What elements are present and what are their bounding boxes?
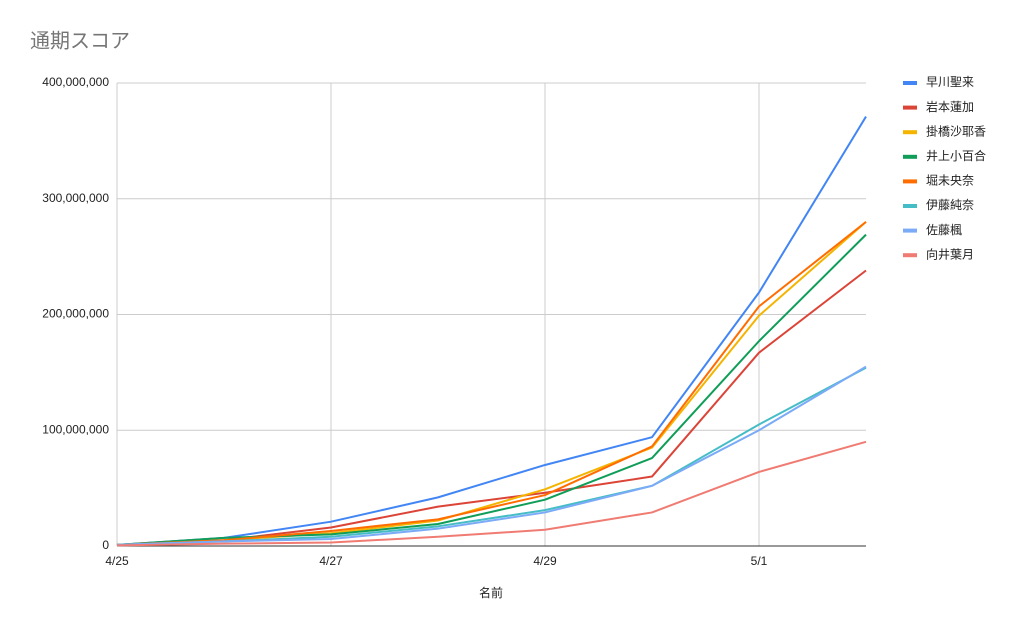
series-line	[116, 221, 867, 546]
chart-title: 通期スコア	[30, 29, 130, 52]
y-tick-label: 100,000,000	[42, 422, 109, 436]
legend-label: 岩本蓮加	[926, 99, 974, 114]
series-line	[116, 365, 867, 546]
y-tick-label: 400,000,000	[42, 75, 109, 89]
y-tick-label: 0	[102, 538, 109, 552]
y-tick-label: 200,000,000	[42, 307, 109, 321]
series-line	[116, 440, 867, 547]
legend-label: 向井葉月	[926, 246, 974, 261]
y-tick-label: 300,000,000	[42, 191, 109, 205]
x-tick-label: 4/29	[533, 554, 557, 568]
x-tick-label: 5/1	[751, 554, 768, 568]
legend-label: 堀未央奈	[926, 173, 974, 188]
legend-label: 伊藤純奈	[926, 198, 974, 212]
x-axis-label: 名前	[479, 585, 503, 600]
legend-label: 早川聖来	[926, 75, 974, 89]
x-tick-label: 4/27	[319, 554, 343, 568]
legend-label: 井上小百合	[926, 148, 986, 163]
legend-label: 掛橋沙耶香	[926, 123, 986, 138]
series-line	[116, 116, 867, 546]
x-tick-label: 4/25	[105, 554, 129, 568]
series-line	[116, 233, 867, 546]
legend-label: 佐藤楓	[926, 222, 962, 237]
